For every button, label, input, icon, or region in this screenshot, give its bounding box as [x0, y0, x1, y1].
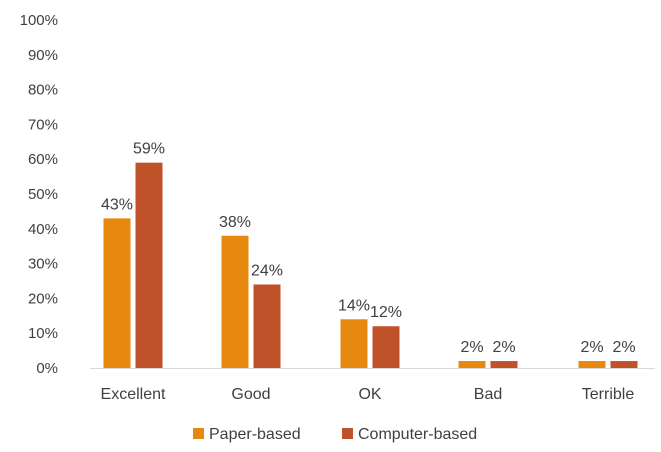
legend-label: Computer-based [358, 426, 477, 443]
data-label: 14% [338, 297, 370, 314]
y-tick-label: 30% [28, 256, 58, 273]
bar-paper-based-terrible [578, 361, 606, 368]
y-tick-label: 10% [28, 325, 58, 342]
data-label: 12% [370, 304, 402, 321]
legend-label: Paper-based [209, 426, 301, 443]
data-labels-group: 43% 59% 38% 24% 14% 12% 2% 2% 2% 2% [101, 141, 636, 356]
data-label: 2% [580, 339, 603, 356]
bar-computer-based-good [253, 284, 281, 368]
legend: Paper-based Computer-based [193, 426, 477, 443]
data-label: 24% [251, 262, 283, 279]
y-axis-ticks: 0% 10% 20% 30% 40% 50% 60% 70% 80% 90% 100% [20, 12, 58, 377]
bar-computer-based-bad [490, 361, 518, 368]
category-labels-group: Excellent Good OK Bad Terrible [101, 386, 635, 403]
bar-computer-based-terrible [610, 361, 638, 368]
y-tick-label: 20% [28, 290, 58, 307]
y-tick-label: 70% [28, 116, 58, 133]
bar-paper-based-good [221, 235, 249, 368]
y-tick-label: 40% [28, 221, 58, 238]
x-category-label: Terrible [582, 386, 635, 403]
bar-paper-based-excellent [103, 218, 131, 368]
y-tick-label: 0% [36, 360, 58, 377]
x-category-label: Good [231, 386, 270, 403]
data-label: 38% [219, 214, 251, 231]
data-label: 59% [133, 141, 165, 158]
x-category-label: Bad [474, 386, 502, 403]
y-tick-label: 90% [28, 47, 58, 64]
bars-group [103, 162, 638, 368]
data-label: 2% [612, 339, 635, 356]
y-tick-label: 60% [28, 151, 58, 168]
y-tick-label: 50% [28, 186, 58, 203]
data-label: 43% [101, 196, 133, 213]
x-category-label: OK [358, 386, 381, 403]
bar-paper-based-bad [458, 361, 486, 368]
bar-paper-based-ok [340, 319, 368, 368]
bar-computer-based-excellent [135, 162, 163, 368]
data-label: 2% [460, 339, 483, 356]
x-category-label: Excellent [101, 386, 166, 403]
legend-swatch [342, 428, 353, 439]
data-label: 2% [492, 339, 515, 356]
y-tick-label: 80% [28, 82, 58, 99]
y-tick-label: 100% [20, 12, 58, 29]
bar-computer-based-ok [372, 326, 400, 368]
legend-swatch [193, 428, 204, 439]
